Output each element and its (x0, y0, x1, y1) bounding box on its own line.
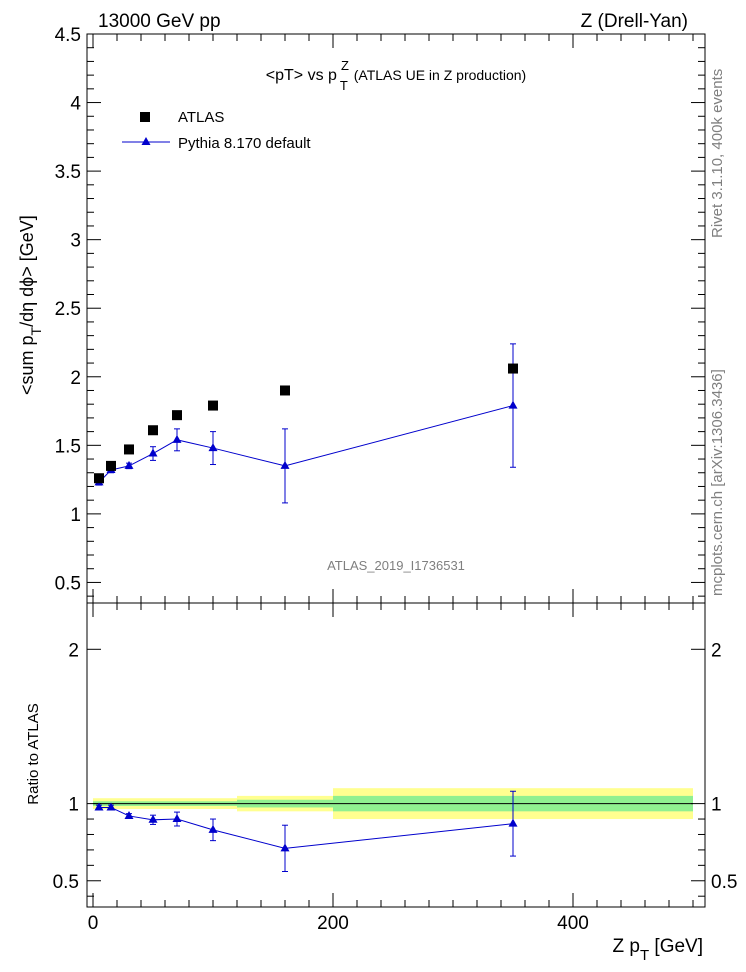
atlas-point (172, 410, 182, 421)
pythia-series-line (98, 405, 514, 483)
xlabel-a: Z p (613, 936, 640, 957)
ratio-pythia-point (94, 802, 104, 811)
ratio-pythia-point (124, 810, 134, 819)
main-y-tick-label: 1 (70, 505, 81, 526)
main-y-tick-label: 2 (70, 368, 81, 389)
ratio-frame (86, 602, 706, 908)
ratio-uncertainty-bands (93, 788, 693, 820)
title-part-b: (ATLAS UE in Z production) (350, 67, 526, 83)
ratio-y-tick-label-right: 2 (711, 640, 722, 661)
atlas-point (148, 425, 158, 436)
x-tick-label: 200 (317, 913, 349, 934)
ratio-y-tick-label-right: 1 (711, 795, 722, 816)
x-tick-label: 0 (88, 913, 99, 934)
xlabel-sub: T (640, 947, 649, 964)
header-right-label: Z (Drell-Yan) (581, 11, 688, 32)
ratio-y-axis-label: Ratio to ATLAS (25, 703, 42, 804)
title-sub: T (340, 78, 348, 93)
ratio-pythia-point (148, 814, 158, 823)
main-y-tick-label: 2.5 (55, 299, 81, 320)
ylabel-a: <sum p (17, 335, 37, 395)
legend-atlas-label: ATLAS (178, 109, 224, 126)
header-left-label: 13000 GeV pp (98, 11, 221, 32)
ratio-y-tick-label: 1 (68, 795, 79, 816)
title-sup: Z (341, 58, 349, 73)
ratio-y-tick-label: 2 (68, 640, 79, 661)
pythia-point (172, 434, 182, 443)
legend: ATLAS Pythia 8.170 default (122, 109, 311, 152)
ratio-y-tick-label-right: 0.5 (711, 872, 737, 893)
rivet-version-label: Rivet 3.1.10, 400k events (709, 69, 726, 238)
atlas-point (94, 473, 104, 484)
legend-atlas-marker (140, 112, 150, 122)
atlas-point (208, 400, 218, 411)
main-plot-title: <pT> vs p Z T (ATLAS UE in Z production) (266, 58, 526, 93)
ylabel-b: /dη dϕ> [GeV] (17, 215, 37, 327)
atlas-point (124, 444, 134, 455)
ratio-pythia-point (280, 843, 290, 852)
legend-pythia-marker (141, 137, 151, 145)
main-y-tick-label: 1.5 (55, 436, 81, 457)
ratio-pythia-point (208, 824, 218, 833)
ratio-pythia-point (508, 818, 518, 827)
main-y-tick-label: 4.5 (55, 25, 81, 46)
analysis-id-watermark: ATLAS_2019_I1736531 (327, 558, 465, 573)
legend-pythia-label: Pythia 8.170 default (178, 135, 311, 152)
main-y-tick-label: 0.5 (55, 573, 81, 594)
title-part-a: <pT> vs p (266, 67, 337, 84)
pythia-point (508, 400, 518, 409)
xlabel-b: [GeV] (649, 936, 703, 957)
ratio-pythia-point (172, 814, 182, 823)
main-y-tick-label: 3 (70, 231, 81, 252)
pythia-point (124, 460, 134, 469)
x-axis-label: Z pT [GeV] (613, 936, 703, 964)
main-data-marks (94, 343, 518, 504)
atlas-point (508, 363, 518, 374)
main-axes: 0.5 1 1.5 2 2.5 3 3.5 4 4.5 (55, 25, 706, 604)
atlas-point (280, 385, 290, 396)
pythia-point (208, 443, 218, 452)
x-tick-label: 400 (557, 913, 589, 934)
main-y-axis-label-full: <sum pT/dη dϕ> [GeV] (17, 215, 44, 395)
ratio-pythia-point (106, 802, 116, 811)
main-y-tick-label: 4 (70, 94, 81, 115)
ylabel-sub: T (28, 326, 44, 335)
ratio-axes: 0.5 0.5 1 1 2 2 0 200 400 (53, 602, 737, 934)
pythia-point (280, 460, 290, 469)
mcplots-reference-label: mcplots.cern.ch [arXiv:1306.3436] (709, 369, 726, 596)
atlas-point (106, 460, 116, 471)
ratio-y-tick-label: 0.5 (53, 872, 79, 893)
pythia-point (148, 448, 158, 457)
ratio-data-marks (94, 790, 518, 873)
main-y-tick-label: 3.5 (55, 162, 81, 183)
